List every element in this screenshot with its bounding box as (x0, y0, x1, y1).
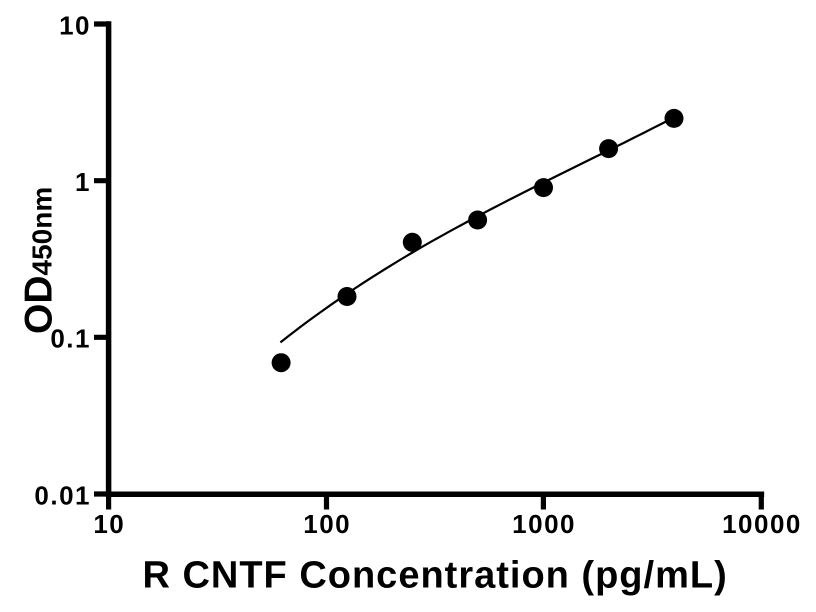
svg-text:0.1: 0.1 (50, 324, 91, 354)
svg-text:10000: 10000 (722, 509, 802, 539)
svg-text:R CNTF Concentration (pg/mL): R CNTF Concentration (pg/mL) (142, 555, 727, 597)
svg-text:1000: 1000 (512, 509, 576, 539)
svg-text:100: 100 (303, 509, 351, 539)
svg-text:0.01: 0.01 (34, 480, 91, 510)
svg-text:10: 10 (59, 10, 91, 40)
svg-text:10: 10 (93, 509, 125, 539)
svg-text:1: 1 (75, 167, 91, 197)
